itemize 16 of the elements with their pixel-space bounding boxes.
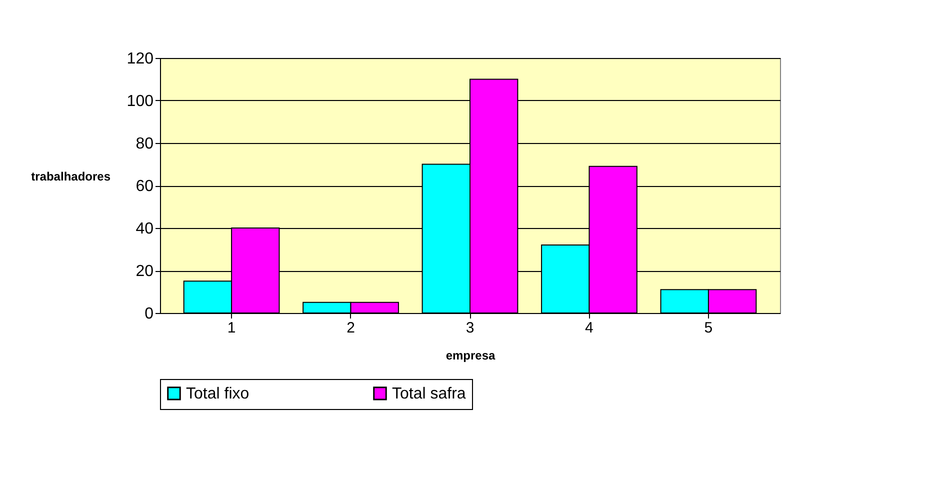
x-tick-label: 1 xyxy=(227,320,236,336)
y-tick-label: 0 xyxy=(144,306,154,322)
y-tick-label: 60 xyxy=(136,178,154,195)
y-tick-label: 120 xyxy=(126,50,154,68)
y-tick-label: 20 xyxy=(136,263,154,280)
x-axis-title: empresa xyxy=(446,348,496,362)
x-tick-label: 4 xyxy=(585,320,594,336)
x-tick-label: 5 xyxy=(704,320,713,336)
x-tick-label: 3 xyxy=(466,320,474,336)
y-tick-label: 100 xyxy=(126,93,154,110)
y-tick-label: 40 xyxy=(136,220,154,238)
legend-label: Total fixo xyxy=(186,385,250,402)
y-tick-label: 80 xyxy=(136,136,154,152)
legend-label: Total safra xyxy=(392,385,466,402)
y-axis-title: trabalhadores xyxy=(31,170,111,184)
x-tick-label: 2 xyxy=(346,320,355,336)
